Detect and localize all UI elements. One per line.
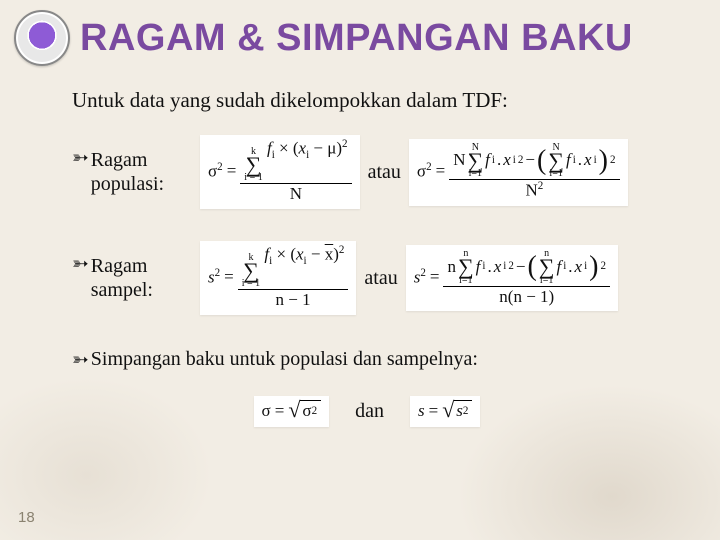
formula-s2-sum: s2 = k∑i = 1 fi × (xi − x)2 n − 1 — [200, 241, 356, 315]
sqrt-row: σ = √ σ2 dan s = √ s2 — [72, 396, 662, 427]
formula-s2-alt: s2 = n n∑i=1 fi.xi2 − ( n∑i=1 fi.xi )2 n… — [406, 245, 618, 311]
simpangan-line: ➳ Simpangan baku untuk populasi dan samp… — [72, 347, 662, 372]
formula-sigma2-sum: σ2 = k∑i = 1 fi × (xi − μ)2 N — [200, 135, 360, 209]
formula-sigma2-alt: σ2 = N N∑i=1 fi.xi2 − ( N∑i=1 fi.xi )2 N… — [409, 139, 628, 206]
slide-title: RAGAM & SIMPANGAN BAKU — [80, 17, 633, 60]
formula-s-sqrt: s = √ s2 — [410, 396, 480, 427]
label-populasi: ➳ Ragam populasi: — [72, 148, 200, 196]
atau-2: atau — [364, 267, 397, 290]
intro-text: Untuk data yang sudah dikelompokkan dala… — [72, 88, 662, 113]
dan-text: dan — [355, 400, 384, 423]
formula-sigma-sqrt: σ = √ σ2 — [254, 396, 330, 427]
slide-number: 18 — [18, 509, 35, 526]
label-sampel: ➳ Ragam sampel: — [72, 254, 200, 302]
row-ragam-populasi: ➳ Ragam populasi: σ2 = k∑i = 1 fi × (xi … — [72, 135, 662, 209]
university-logo — [14, 10, 70, 66]
row-ragam-sampel: ➳ Ragam sampel: s2 = k∑i = 1 fi × (xi − … — [72, 241, 662, 315]
atau-1: atau — [368, 161, 401, 184]
